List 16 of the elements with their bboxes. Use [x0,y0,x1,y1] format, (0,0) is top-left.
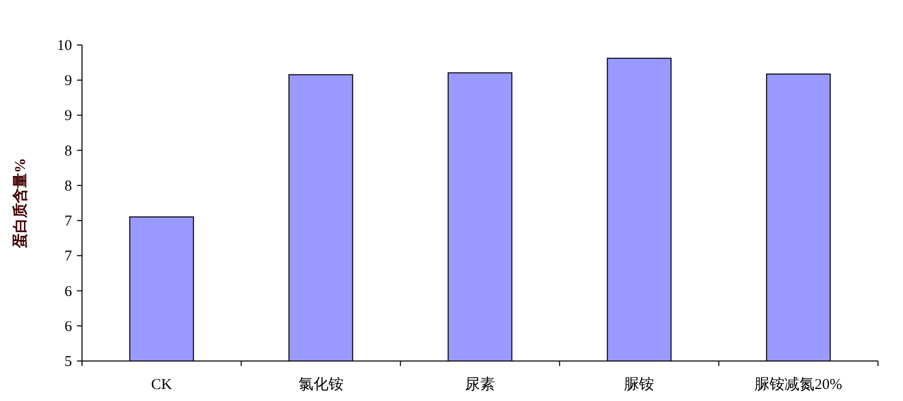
y-tick-label: 10 [57,38,72,54]
x-tick-label: 氯化铵 [298,376,344,393]
y-tick-label: 7 [64,248,72,265]
x-tick-label: 脲铵减氮20% [754,376,842,393]
x-tick-label: CK [151,377,172,393]
y-tick-label: 6 [64,284,72,300]
y-tick-label: 7 [64,214,72,230]
y-tick-label: 5 [64,354,72,370]
y-tick-label: 6 [64,318,72,335]
y-axis-title: 蛋白质含量% [12,158,29,249]
y-tick-label: 9 [64,73,72,90]
x-tick-label: 尿素 [465,376,495,393]
y-tick-label: 8 [64,143,72,160]
y-tick-label: 8 [64,178,72,194]
x-tick-label: 脲铵 [624,376,654,393]
y-tick-label: 9 [64,108,72,124]
